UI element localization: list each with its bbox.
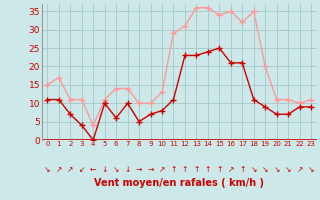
Text: ↑: ↑ (205, 165, 211, 174)
Text: ↗: ↗ (296, 165, 303, 174)
Text: ↑: ↑ (239, 165, 245, 174)
Text: ↗: ↗ (228, 165, 234, 174)
Text: ↑: ↑ (182, 165, 188, 174)
Text: ↑: ↑ (170, 165, 177, 174)
Text: ↘: ↘ (44, 165, 51, 174)
Text: ↘: ↘ (251, 165, 257, 174)
Text: ↗: ↗ (56, 165, 62, 174)
Text: →: → (147, 165, 154, 174)
Text: →: → (136, 165, 142, 174)
Text: ↗: ↗ (67, 165, 74, 174)
Text: ↗: ↗ (159, 165, 165, 174)
Text: ↓: ↓ (124, 165, 131, 174)
Text: ←: ← (90, 165, 96, 174)
Text: ↓: ↓ (101, 165, 108, 174)
Text: ↘: ↘ (113, 165, 119, 174)
Text: ↑: ↑ (216, 165, 222, 174)
Text: ↘: ↘ (285, 165, 291, 174)
Text: Vent moyen/en rafales ( km/h ): Vent moyen/en rafales ( km/h ) (94, 178, 264, 188)
Text: ↑: ↑ (193, 165, 200, 174)
Text: ↘: ↘ (274, 165, 280, 174)
Text: ↙: ↙ (78, 165, 85, 174)
Text: ↘: ↘ (308, 165, 314, 174)
Text: ↘: ↘ (262, 165, 268, 174)
